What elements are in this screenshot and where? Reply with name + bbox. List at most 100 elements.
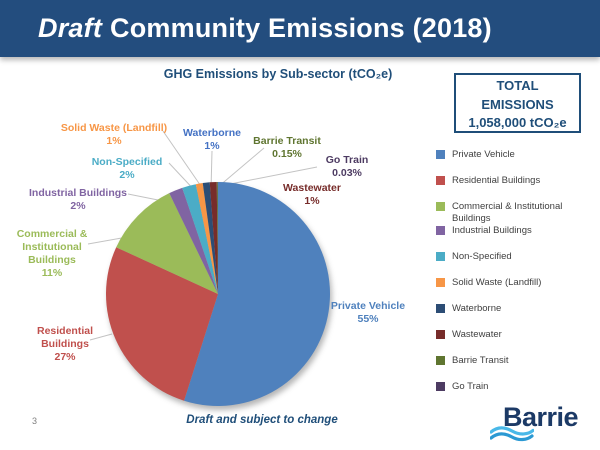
pie-slice-industrial-buildings xyxy=(169,187,218,294)
legend-label: Non-Specified xyxy=(452,251,512,263)
legend-swatch-icon xyxy=(436,226,445,235)
total-box-line1: TOTAL xyxy=(496,78,539,93)
pie-label-line: Commercial & xyxy=(16,228,88,240)
legend-label: Commercial & Institutional Buildings xyxy=(452,201,562,225)
legend-label: Solid Waste (Landfill) xyxy=(452,277,541,289)
legend-swatch-icon xyxy=(436,202,445,211)
pie-label-barrie-transit: Barrie Transit 0.15% xyxy=(253,135,321,161)
pie-slice-private-vehicle xyxy=(184,182,331,406)
legend-label-line: Buildings xyxy=(452,213,491,224)
pie-label-line: 1% xyxy=(106,135,122,147)
barrie-logo: Barrie xyxy=(490,400,590,444)
pie-label-private-vehicle: Private Vehicle 55% xyxy=(331,300,405,326)
pie-label-line: 55% xyxy=(357,313,379,325)
legend-item-private-vehicle: Private Vehicle xyxy=(436,149,588,161)
pie-label-residential-buildings: Residential Buildings 27% xyxy=(37,325,93,364)
pie-label-non-specified: Non-Specified 2% xyxy=(92,156,163,182)
legend-swatch-icon xyxy=(436,304,445,313)
legend-label-line: Waterborne xyxy=(452,303,502,314)
pie-label-line: Wastewater xyxy=(283,182,341,194)
legend-item-solid-waste-landfill: Solid Waste (Landfill) xyxy=(436,277,588,289)
total-emissions-box: TOTAL EMISSIONS 1,058,000 tCO₂e xyxy=(454,73,581,133)
pie-label-solid-waste-landfill: Solid Waste (Landfill) 1% xyxy=(61,122,167,148)
pie-label-industrial-buildings: Industrial Buildings 2% xyxy=(29,187,127,213)
chart-title: GHG Emissions by Sub-sector (tCO₂e) xyxy=(163,67,393,81)
legend-label: Waterborne xyxy=(452,303,501,315)
legend-label: Barrie Transit xyxy=(452,355,509,367)
pie-label-line: 27% xyxy=(54,351,76,363)
pie-slice-barrie-transit xyxy=(216,182,218,294)
legend-label: Go Train xyxy=(452,381,488,393)
pie-label-line: Non-Specified xyxy=(91,156,163,168)
pie-slice-wastewater xyxy=(209,182,218,294)
legend-label-line: Barrie Transit xyxy=(452,355,509,366)
legend-label: Private Vehicle xyxy=(452,149,515,161)
slide-title-rest: Community Emissions (2018) xyxy=(110,13,492,43)
legend-label: Industrial Buildings xyxy=(452,225,532,237)
logo-text: Barrie xyxy=(503,402,579,432)
slide-title: Draft Community Emissions (2018) xyxy=(38,13,492,44)
legend-label-line: Residential Buildings xyxy=(452,175,541,186)
pie-label-line: Buildings xyxy=(41,338,89,350)
pie-label-line: 2% xyxy=(119,169,135,181)
pie-label-line: 1% xyxy=(304,195,320,207)
legend-swatch-icon xyxy=(436,382,445,391)
pie-label-line: Solid Waste (Landfill) xyxy=(60,122,168,134)
legend-swatch-icon xyxy=(436,176,445,185)
total-box-line2: EMISSIONS xyxy=(481,96,554,112)
pie-label-line: Industrial Buildings xyxy=(28,187,128,199)
pie-label-line: 0.15% xyxy=(272,148,302,160)
legend-item-industrial-buildings: Industrial Buildings xyxy=(436,225,588,237)
legend-item-commercial-institutional-buildings: Commercial & Institutional Buildings xyxy=(436,201,588,225)
pie-label-line: Private Vehicle xyxy=(330,300,406,312)
pie-label-line: 0.03% xyxy=(332,167,362,179)
pie-slice-residential-buildings xyxy=(105,247,218,401)
logo-wave-icon xyxy=(490,426,534,442)
legend-swatch-icon xyxy=(436,330,445,339)
legend-swatch-icon xyxy=(436,278,445,287)
legend-swatch-icon xyxy=(436,356,445,365)
pie-slice-solid-waste-landfill xyxy=(195,183,218,294)
pie-label-waterborne: Waterborne 1% xyxy=(183,127,241,153)
legend-item-go-train: Go Train xyxy=(436,381,588,393)
legend-label-line: Solid Waste (Landfill) xyxy=(452,277,542,288)
total-box-line3: 1,058,000 tCO₂e xyxy=(468,115,567,130)
page-number: 3 xyxy=(32,416,38,426)
pie-slice-waterborne xyxy=(202,182,218,294)
pie-label-line: Barrie Transit xyxy=(253,135,321,147)
legend-label-line: Wastewater xyxy=(452,329,502,340)
footer-note: Draft and subject to change xyxy=(186,414,338,426)
legend-label-line: Non-Specified xyxy=(452,251,512,262)
legend-label: Wastewater xyxy=(452,329,502,341)
legend-item-wastewater: Wastewater xyxy=(436,329,588,341)
pie-label-line: Residential xyxy=(36,325,94,337)
legend-label-line: Commercial & Institutional xyxy=(452,201,563,212)
legend-label-line: Go Train xyxy=(452,381,489,392)
legend-item-barrie-transit: Barrie Transit xyxy=(436,355,588,367)
legend-label-line: Industrial Buildings xyxy=(452,225,532,236)
pie-slice-commercial-institutional-buildings xyxy=(116,193,218,294)
pie-label-line: 1% xyxy=(204,140,220,152)
legend-item-waterborne: Waterborne xyxy=(436,303,588,315)
legend-label: Residential Buildings xyxy=(452,175,540,187)
pie-label-commercial-institutional-buildings: Commercial & Institutional Buildings 11% xyxy=(17,228,88,280)
pie-label-line: 2% xyxy=(70,200,86,212)
slide-header: Draft Community Emissions (2018) xyxy=(0,0,600,57)
pie-chart xyxy=(105,181,331,406)
legend-swatch-icon xyxy=(436,252,445,261)
pie-label-line: Go Train xyxy=(325,154,369,166)
pie-label-line: Institutional xyxy=(22,241,82,253)
pie-slice-non-specified xyxy=(182,184,218,294)
legend-label-line: Private Vehicle xyxy=(452,149,515,160)
legend-item-non-specified: Non-Specified xyxy=(436,251,588,263)
legend: Private Vehicle Residential Buildings Comm… xyxy=(436,149,588,407)
pie-label-wastewater: Wastewater 1% xyxy=(283,182,341,208)
pie-label-line: 11% xyxy=(41,267,63,279)
legend-swatch-icon xyxy=(436,150,445,159)
legend-item-residential-buildings: Residential Buildings xyxy=(436,175,588,187)
pie-label-line: Buildings xyxy=(28,254,76,266)
pie-label-go-train: Go Train 0.03% xyxy=(326,154,369,180)
slide-title-draft: Draft xyxy=(38,13,103,43)
pie-label-line: Waterborne xyxy=(183,127,241,139)
